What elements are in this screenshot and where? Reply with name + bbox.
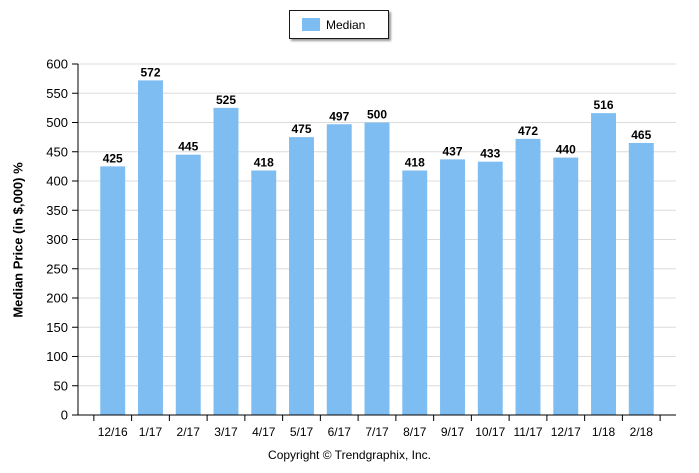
x-tick-label: 8/17	[403, 425, 427, 439]
x-tick-label: 11/17	[513, 425, 542, 439]
bar	[591, 113, 616, 415]
bar	[138, 80, 163, 415]
x-tick-label: 9/17	[441, 425, 465, 439]
x-tick-label: 10/17	[475, 425, 505, 439]
y-tick-label: 150	[46, 320, 68, 335]
x-tick-label: 7/17	[365, 425, 389, 439]
bar	[515, 138, 541, 415]
y-tick-label: 400	[46, 174, 68, 189]
y-tick-label: 50	[54, 378, 68, 393]
legend-swatch-median	[302, 18, 320, 31]
y-tick-label: 550	[46, 86, 68, 101]
data-label: 497	[329, 109, 349, 123]
bar	[477, 161, 503, 415]
data-label: 433	[480, 147, 500, 161]
x-tick-label: 3/17	[214, 425, 238, 439]
bar	[175, 154, 201, 416]
bar	[440, 159, 465, 415]
bar	[100, 166, 126, 415]
data-label: 525	[216, 93, 236, 107]
data-label: 472	[518, 124, 538, 138]
bar	[402, 170, 428, 415]
data-label: 572	[140, 65, 160, 79]
data-label: 475	[291, 122, 311, 136]
bar	[289, 137, 314, 415]
legend-label-median: Median	[326, 17, 366, 32]
data-label: 465	[631, 128, 651, 142]
copyright-footer: Copyright © Trendgraphix, Inc.	[268, 448, 431, 462]
data-label: 425	[103, 151, 123, 165]
data-label: 500	[367, 108, 387, 122]
x-tick-label: 4/17	[252, 425, 276, 439]
y-axis-title: Median Price (in $,000) %	[10, 162, 26, 318]
y-tick-label: 300	[46, 232, 68, 247]
bar	[628, 142, 654, 415]
y-tick-label: 500	[46, 115, 68, 130]
y-tick-label: 100	[46, 349, 68, 364]
x-tick-label: 2/18	[630, 425, 654, 439]
data-label: 418	[405, 155, 425, 169]
legend: Median	[289, 10, 389, 39]
x-tick-label: 6/17	[328, 425, 352, 439]
y-tick-label: 350	[46, 203, 68, 218]
data-label: 516	[593, 98, 613, 112]
y-tick-label: 0	[61, 408, 68, 423]
data-label: 445	[178, 140, 198, 154]
bar	[364, 122, 390, 415]
x-tick-label: 12/17	[551, 425, 581, 439]
x-tick-label: 1/17	[139, 425, 163, 439]
y-tick-label: 600	[46, 57, 68, 72]
y-tick-label: 200	[46, 291, 68, 306]
data-label: 437	[442, 144, 462, 158]
x-tick-label: 2/17	[177, 425, 201, 439]
x-tick-label: 12/16	[98, 425, 128, 439]
y-tick-label: 250	[46, 261, 68, 276]
bar	[553, 157, 579, 415]
bar	[251, 170, 277, 415]
x-tick-label: 1/18	[592, 425, 616, 439]
x-tick-label: 5/17	[290, 425, 314, 439]
bar	[213, 107, 239, 415]
bar	[326, 124, 352, 415]
y-tick-label: 450	[46, 144, 68, 159]
data-label: 418	[254, 155, 274, 169]
data-label: 440	[556, 143, 576, 157]
